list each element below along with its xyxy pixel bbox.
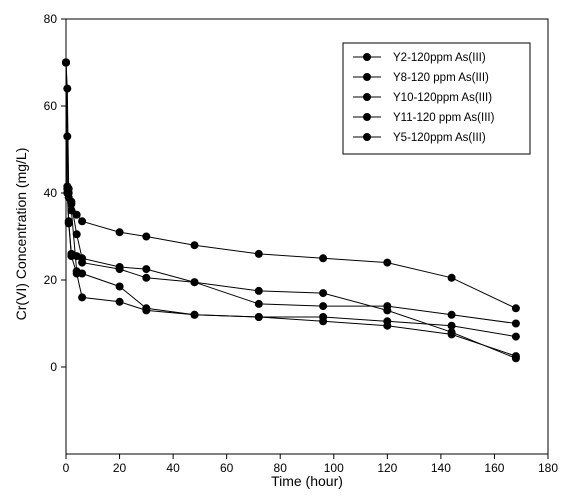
legend-box [342, 42, 531, 155]
data-point [142, 306, 151, 315]
x-tick-label: 40 [166, 461, 180, 475]
data-point [67, 206, 76, 215]
data-point [142, 232, 151, 241]
y-tick-label: 80 [44, 12, 58, 26]
data-point [254, 313, 263, 321]
plot-frame [65, 18, 549, 455]
legend-label: Y2-120ppm As(III) [393, 52, 486, 64]
y-tick-label: 0 [50, 360, 57, 374]
data-point [254, 249, 263, 258]
x-tick-label: 80 [274, 461, 288, 475]
data-point [62, 58, 70, 67]
y-tick-label: 40 [44, 186, 58, 200]
data-point [72, 210, 81, 219]
data-point [142, 265, 151, 274]
x-tick-label: 20 [113, 461, 127, 475]
x-tick-label: 120 [377, 461, 397, 475]
data-point [254, 286, 263, 295]
y-axis-title: Cr(VI) Concentration (mg/L) [13, 148, 29, 321]
data-point [78, 258, 87, 267]
y-tick-label: 60 [44, 99, 58, 113]
data-point [447, 310, 456, 319]
legend-marker [363, 53, 371, 61]
series-layer [62, 58, 520, 363]
data-point [190, 241, 199, 250]
data-point [383, 258, 392, 267]
data-point [319, 317, 328, 326]
data-point [64, 219, 73, 228]
x-tick-label: 0 [63, 461, 70, 475]
data-point [67, 252, 76, 261]
x-tick-label: 160 [484, 461, 504, 475]
data-point [319, 254, 328, 263]
legend: Y2-120ppm As(III) Y8-120 ppm As(III) Y10-1… [342, 42, 531, 155]
data-point [63, 189, 72, 197]
data-point [115, 282, 124, 291]
y-tick-label: 20 [44, 273, 58, 287]
legend-label: Y8-120 ppm As(III) [393, 72, 489, 84]
x-tick-label: 60 [220, 461, 234, 475]
axes: 0 20 40 60 80 100 120 140 160 180 0 20 40 60 80 [44, 12, 559, 475]
data-point [78, 293, 87, 302]
data-point [142, 273, 151, 282]
data-point [511, 304, 520, 313]
data-point [63, 84, 72, 93]
data-point [319, 289, 328, 298]
data-point [447, 321, 456, 330]
data-point [115, 228, 124, 237]
data-point [383, 302, 392, 311]
series-line [65, 62, 517, 357]
data-point [115, 297, 124, 306]
data-point [254, 299, 263, 308]
x-tick-label: 180 [538, 461, 558, 475]
data-point [190, 310, 199, 319]
data-point [63, 132, 72, 141]
data-point [447, 330, 456, 339]
data-point [115, 265, 124, 274]
data-point [319, 302, 328, 311]
legend-marker [363, 133, 371, 141]
legend-marker [363, 73, 371, 81]
legend-marker [363, 93, 371, 101]
data-point [383, 321, 392, 330]
series-5 [62, 58, 520, 361]
data-point [511, 332, 520, 341]
data-point [447, 273, 456, 282]
legend-marker [363, 113, 371, 121]
data-point [190, 278, 199, 287]
legend-label: Y11-120 ppm As(III) [393, 112, 495, 124]
data-point [511, 352, 520, 361]
legend-label: Y5-120ppm As(III) [393, 132, 486, 144]
x-tick-label: 140 [431, 461, 451, 475]
data-point [72, 269, 81, 278]
data-point [511, 319, 520, 328]
x-axis-title: Time (hour) [271, 473, 343, 489]
x-tick-label: 100 [324, 461, 344, 475]
legend-label: Y10-120ppm As(III) [393, 92, 492, 104]
data-point [78, 217, 87, 226]
data-point [72, 230, 81, 239]
